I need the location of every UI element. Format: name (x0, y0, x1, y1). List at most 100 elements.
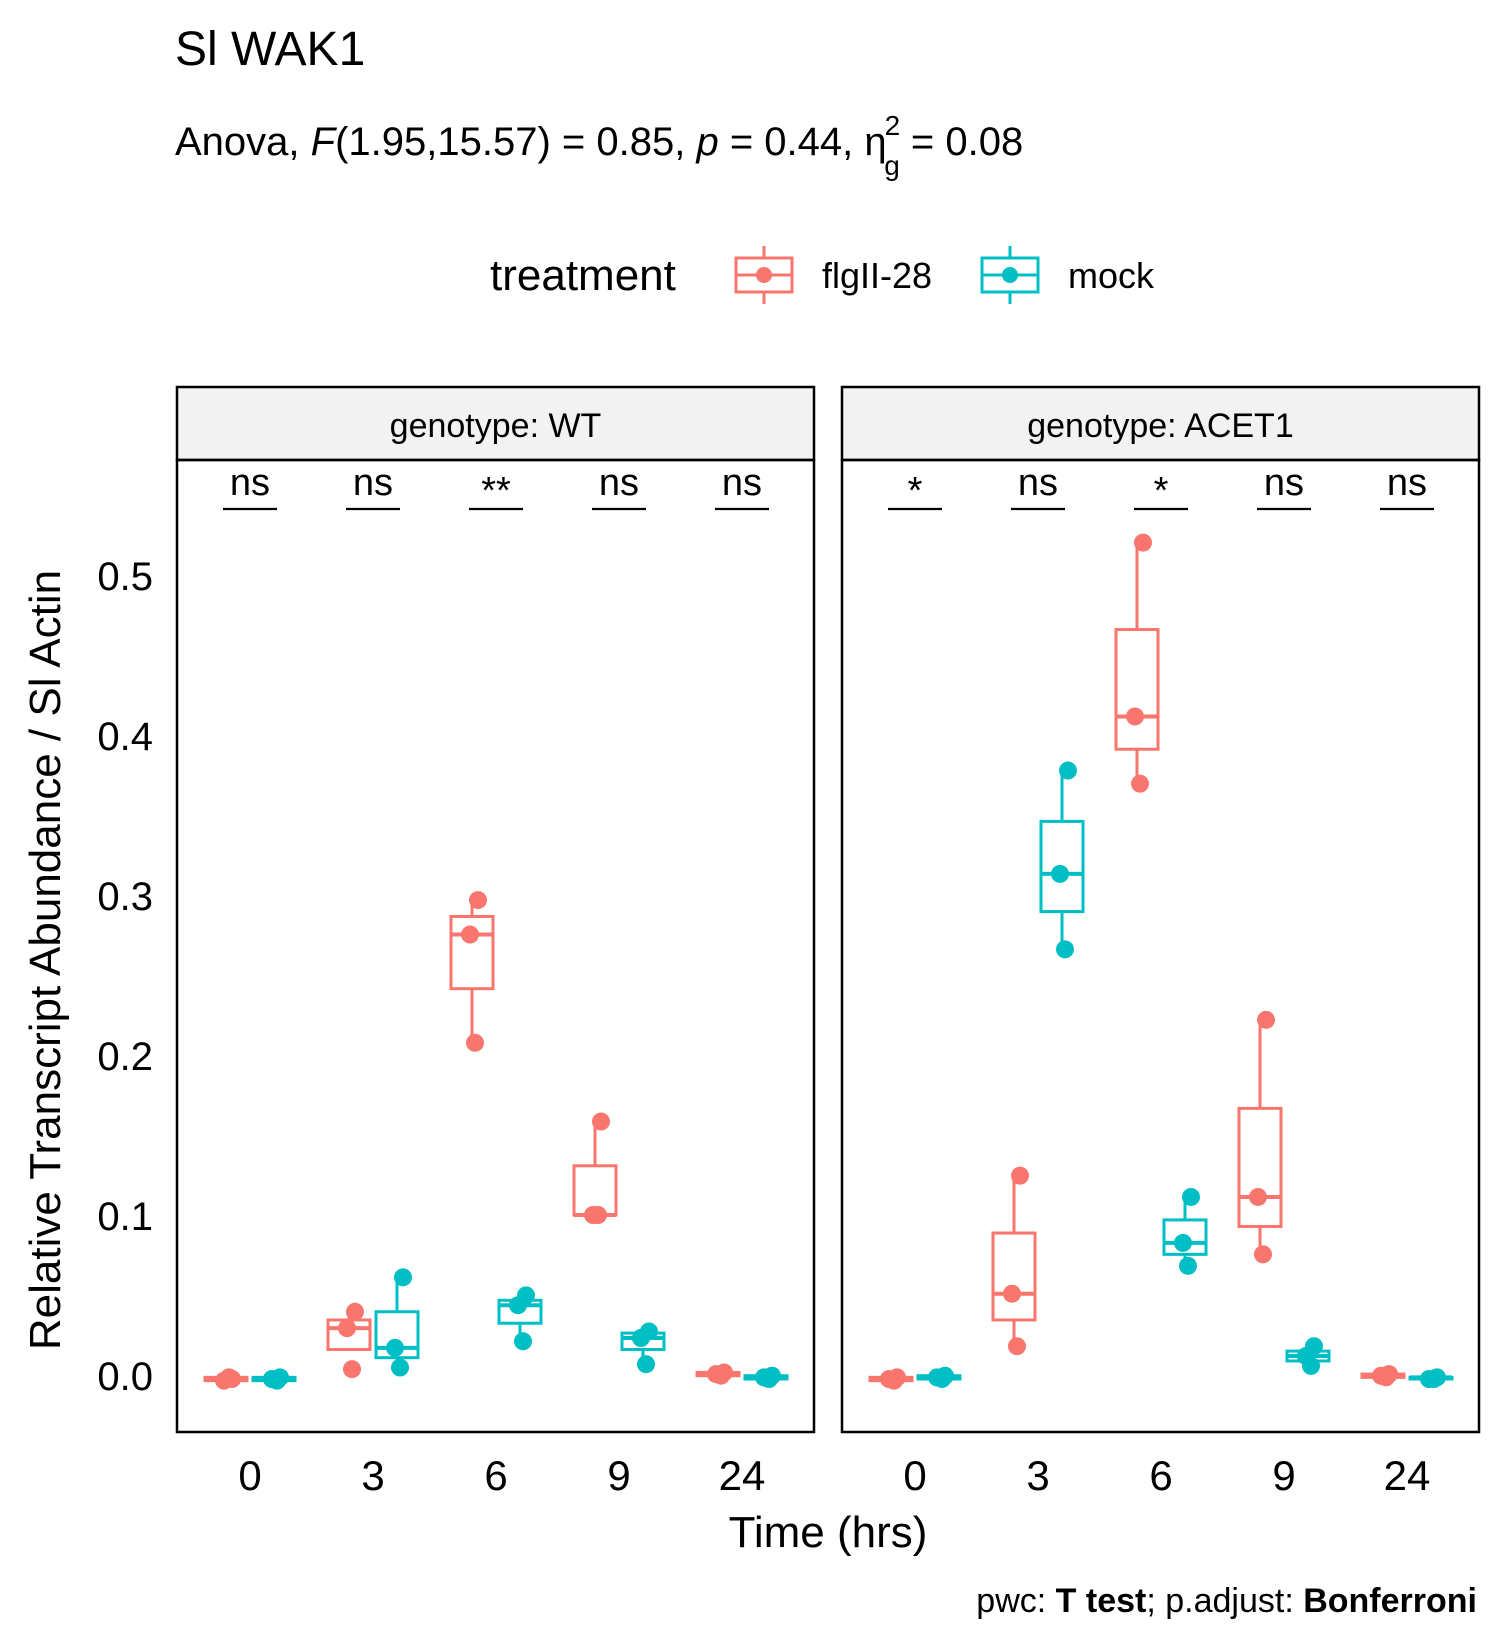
data-point (637, 1355, 655, 1374)
data-point (1134, 533, 1152, 552)
x-tick-label: 24 (1384, 1452, 1431, 1499)
significance-label: ns (1387, 462, 1427, 504)
x-tick-label: 0 (903, 1452, 926, 1499)
x-tick-label: 9 (607, 1452, 630, 1499)
data-point (1003, 1284, 1021, 1303)
data-point (514, 1332, 532, 1351)
data-point (346, 1302, 364, 1321)
x-tick-labels-wt: 0 3 6 9 24 (238, 1452, 765, 1499)
caption-pwc-label: pwc: (976, 1582, 1055, 1620)
data-point (1182, 1187, 1200, 1206)
subtitle-stat: F (311, 120, 338, 164)
data-point (885, 1371, 903, 1390)
significance-label: ns (353, 462, 393, 504)
box-body (1237, 1106, 1283, 1228)
strip-label-wt: genotype: WT (390, 407, 602, 445)
y-tick-labels: 0.0 0.1 0.2 0.3 0.4 0.5 (97, 555, 153, 1399)
caption-sep: ; p.adjust: (1146, 1582, 1303, 1620)
legend-key-flgii-28 (734, 246, 794, 304)
legend-label-mock: mock (1068, 255, 1155, 296)
data-point (338, 1319, 356, 1338)
data-point (1425, 1370, 1443, 1388)
data-point (933, 1370, 951, 1388)
significance-label: * (908, 470, 923, 512)
panel-acet1: genotype: ACET1 * ns * ns ns 0 3 6 9 24 (840, 385, 1481, 1499)
caption-pwc-value: T test (1056, 1582, 1147, 1620)
legend-key-flgii-28-point (756, 267, 772, 283)
y-tick-label: 0.3 (97, 875, 153, 919)
data-point (220, 1368, 238, 1387)
y-tick-label: 0.1 (97, 1195, 153, 1239)
significance-label: ns (1264, 462, 1304, 504)
significance-label: ns (722, 462, 762, 504)
significance-label: * (1154, 470, 1169, 512)
data-point (589, 1206, 607, 1224)
data-point (712, 1366, 730, 1385)
data-point (1131, 774, 1149, 793)
y-tick-label: 0.0 (97, 1355, 153, 1399)
caption-padj-value: Bonferroni (1303, 1582, 1477, 1620)
data-point (1174, 1233, 1192, 1252)
significance-label: ns (599, 462, 639, 504)
box-body (1114, 628, 1160, 751)
legend-key-mock-point (1002, 267, 1018, 283)
legend-title: treatment (490, 251, 676, 300)
y-axis-label: Relative Transcript Abundance / Sl Actin (21, 570, 70, 1350)
subtitle-p-symbol: p (695, 120, 718, 164)
x-tick-label: 3 (1026, 1452, 1049, 1499)
data-point (391, 1358, 409, 1377)
subtitle-args: (1.95,15.57) = 0.85, (335, 120, 696, 164)
significance-labels-wt: ns ns ** ns ns (230, 462, 762, 512)
panel-border-acet1 (840, 458, 1481, 1434)
data-point (1056, 940, 1074, 959)
data-point (592, 1112, 610, 1131)
caption: pwc: T test; p.adjust: Bonferroni (976, 1582, 1477, 1620)
x-axis-label: Time (hrs) (729, 1508, 928, 1557)
data-point (461, 925, 479, 944)
x-tick-label: 0 (238, 1452, 261, 1499)
data-point (394, 1268, 412, 1287)
data-point (1377, 1368, 1395, 1387)
marks-acet1 (868, 507, 1454, 1390)
subtitle-p-text: = 0.44, (719, 120, 865, 164)
panel-border-wt (175, 458, 816, 1434)
subtitle-eta-sub: g (884, 150, 900, 181)
data-point (509, 1296, 527, 1315)
legend: treatment flgII-28 mock (490, 246, 1155, 304)
data-point (343, 1360, 361, 1379)
legend-label-flgii-28: flgII-28 (822, 255, 932, 296)
panel-wt: genotype: WT ns ns ** ns ns 0 3 6 9 24 (175, 385, 816, 1499)
data-point (469, 891, 487, 910)
subtitle-eta-text: = 0.08 (900, 120, 1023, 164)
strip-label-acet1: genotype: ACET1 (1027, 407, 1294, 445)
data-point (466, 1033, 484, 1052)
subtitle-prefix: Anova, (175, 120, 311, 164)
box-body (991, 1231, 1037, 1322)
subtitle-eta: η (864, 120, 886, 164)
data-point (1126, 707, 1144, 726)
data-point (1011, 1166, 1029, 1185)
data-point (1249, 1187, 1267, 1206)
data-point (632, 1329, 650, 1347)
data-point (1254, 1245, 1272, 1264)
data-point (386, 1338, 404, 1357)
chart-title: Sl WAK1 (175, 23, 365, 76)
chart-subtitle: Anova, F(1.95,15.57) = 0.85, p = 0.44, η… (175, 110, 1023, 181)
y-tick-label: 0.4 (97, 715, 153, 759)
data-point (1302, 1356, 1320, 1375)
x-tick-label: 6 (1149, 1452, 1172, 1499)
significance-labels-acet1: * ns * ns ns (908, 462, 1427, 512)
data-point (1059, 761, 1077, 780)
data-point (760, 1370, 778, 1388)
y-tick-label: 0.5 (97, 555, 153, 599)
x-tick-label: 24 (719, 1452, 766, 1499)
marks-wt (203, 507, 789, 1390)
significance-label: ns (1018, 462, 1058, 504)
data-point (1051, 864, 1069, 883)
strip-background-acet1 (840, 385, 1481, 462)
significance-label: ** (481, 470, 511, 512)
legend-key-mock (980, 246, 1040, 304)
data-point (1257, 1010, 1275, 1029)
x-tick-label: 3 (361, 1452, 384, 1499)
